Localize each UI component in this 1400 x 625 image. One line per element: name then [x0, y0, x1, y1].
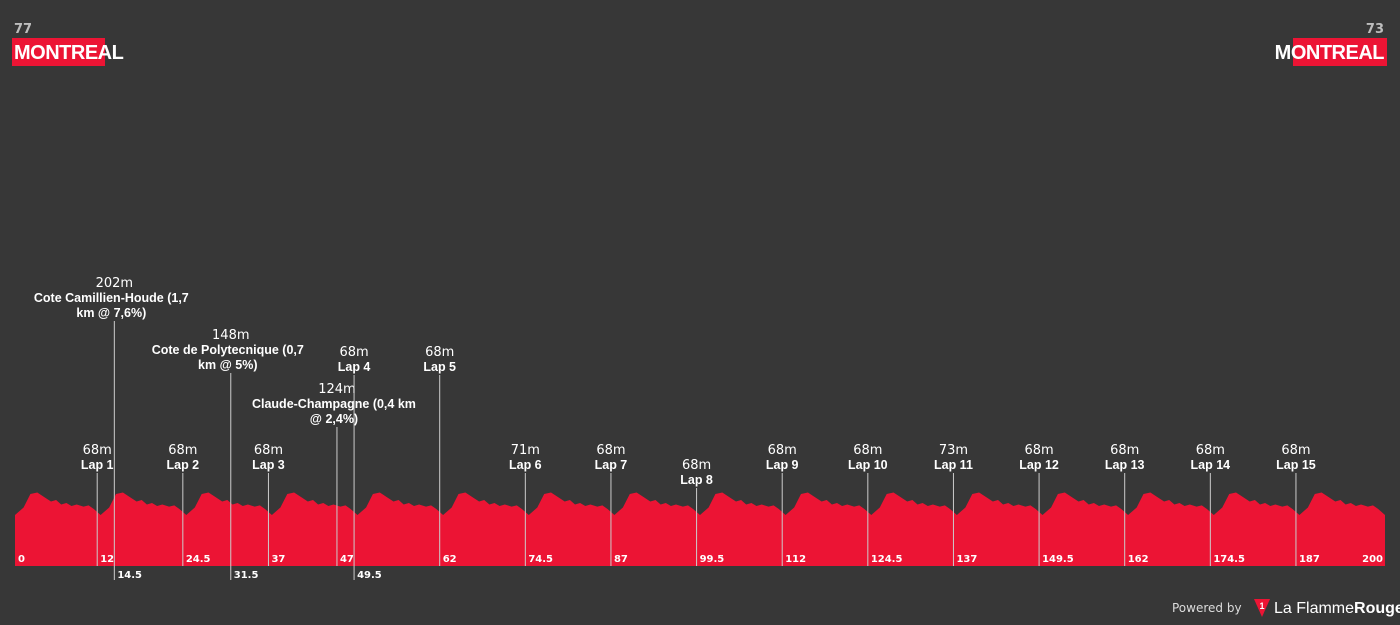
- footer-brand: La FlammeRouge: [1274, 600, 1400, 617]
- waypoint-altitude: 71m: [511, 443, 540, 458]
- distance-ticks: 0 12 24.5 37 47 62 74.5 87 99.5 112 124.5 137 149.5 1…: [18, 554, 1383, 581]
- finish-altitude: 73: [1366, 22, 1384, 37]
- waypoint-name: Lap 12: [1019, 458, 1059, 472]
- waypoint-name: Lap 3: [252, 458, 285, 472]
- elevation-profile-area: [15, 492, 1385, 566]
- footer-powered-by: Powered by: [1172, 601, 1242, 615]
- waypoint-name: Lap 14: [1191, 458, 1231, 472]
- waypoint-name: Lap 11: [934, 458, 973, 472]
- waypoint-altitude: 68m: [682, 458, 711, 473]
- finish-city: MONTREAL: [1275, 42, 1385, 64]
- waypoint-name: Cote de Polytecnique (0,7: [152, 343, 304, 357]
- start-city-badge: [12, 38, 105, 66]
- waypoint-name: Cote Camillien-Houde (1,7: [34, 291, 189, 305]
- distance-tick-label-offset: 14.5: [117, 570, 142, 581]
- distance-tick-label: 0: [18, 554, 25, 565]
- waypoint-altitude: 73m: [939, 443, 968, 458]
- distance-tick-label: 187: [1299, 554, 1320, 565]
- waypoint-altitude: 68m: [254, 443, 283, 458]
- waypoint-altitude: 68m: [768, 443, 797, 458]
- waypoint-altitude: 68m: [168, 443, 197, 458]
- waypoint-altitude: 68m: [425, 345, 454, 360]
- waypoint-name: Lap 10: [848, 458, 888, 472]
- waypoint-altitude: 148m: [212, 328, 249, 343]
- distance-tick-label: 99.5: [700, 554, 725, 565]
- waypoint-altitude: 68m: [83, 443, 112, 458]
- finish-city-badge: [1293, 38, 1387, 66]
- waypoint-6: Claude-Champagne (0,4 km@ 2,4%) 124m: [252, 382, 416, 566]
- waypoint-name: Lap 9: [766, 458, 799, 472]
- distance-tick-label: 124.5: [871, 554, 903, 565]
- waypoint-altitude: 68m: [853, 443, 882, 458]
- distance-tick-label: 137: [956, 554, 977, 565]
- distance-tick-label: 149.5: [1042, 554, 1074, 565]
- waypoint-name: Lap 6: [509, 458, 542, 472]
- flamme-rouge-logo-icon: 1: [1254, 599, 1270, 617]
- waypoint-name: Lap 4: [338, 360, 371, 374]
- waypoint-altitude: 202m: [96, 276, 133, 291]
- distance-tick-label: 200: [1362, 554, 1383, 565]
- waypoint-name: @ 2,4%): [310, 412, 358, 426]
- start-city: MONTREAL: [14, 42, 124, 64]
- waypoint-4: Cote de Polytecnique (0,7km @ 5%) 148m: [152, 328, 304, 580]
- distance-tick-label: 24.5: [186, 554, 211, 565]
- waypoint-name: Lap 8: [680, 473, 713, 487]
- footer-brand-prefix: La Flamme: [1274, 600, 1354, 617]
- distance-tick-label: 112: [785, 554, 806, 565]
- waypoint-2: Cote Camillien-Houde (1,7km @ 7,6%) 202m: [34, 276, 189, 580]
- waypoint-altitude: 68m: [1196, 443, 1225, 458]
- distance-tick-label: 47: [340, 554, 354, 565]
- svg-text:1: 1: [1259, 601, 1264, 611]
- distance-tick-label: 74.5: [528, 554, 553, 565]
- distance-tick-label: 62: [443, 554, 457, 565]
- waypoint-altitude: 68m: [339, 345, 368, 360]
- waypoint-name: Lap 2: [166, 458, 199, 472]
- distance-tick-label: 37: [271, 554, 285, 565]
- waypoint-name: km @ 7,6%): [76, 306, 146, 320]
- start-altitude: 77: [14, 22, 32, 37]
- distance-tick-label: 174.5: [1213, 554, 1245, 565]
- waypoint-name: Lap 1: [81, 458, 114, 472]
- distance-tick-label-offset: 31.5: [234, 570, 259, 581]
- waypoint-name: Claude-Champagne (0,4 km: [252, 397, 416, 411]
- distance-tick-label-offset: 49.5: [357, 570, 382, 581]
- waypoint-name: Lap 7: [595, 458, 628, 472]
- distance-tick-label: 162: [1128, 554, 1149, 565]
- waypoint-name: Lap 15: [1276, 458, 1316, 472]
- distance-tick-label: 12: [100, 554, 114, 565]
- waypoint-altitude: 68m: [596, 443, 625, 458]
- waypoint-altitude: 124m: [318, 382, 355, 397]
- waypoint-altitude: 68m: [1024, 443, 1053, 458]
- waypoint-name: Lap 5: [423, 360, 456, 374]
- distance-tick-label: 87: [614, 554, 628, 565]
- waypoint-name: km @ 5%): [198, 358, 257, 372]
- waypoint-altitude: 68m: [1281, 443, 1310, 458]
- footer-brand-suffix: Rouge: [1354, 600, 1400, 617]
- waypoint-name: Lap 13: [1105, 458, 1145, 472]
- waypoint-altitude: 68m: [1110, 443, 1139, 458]
